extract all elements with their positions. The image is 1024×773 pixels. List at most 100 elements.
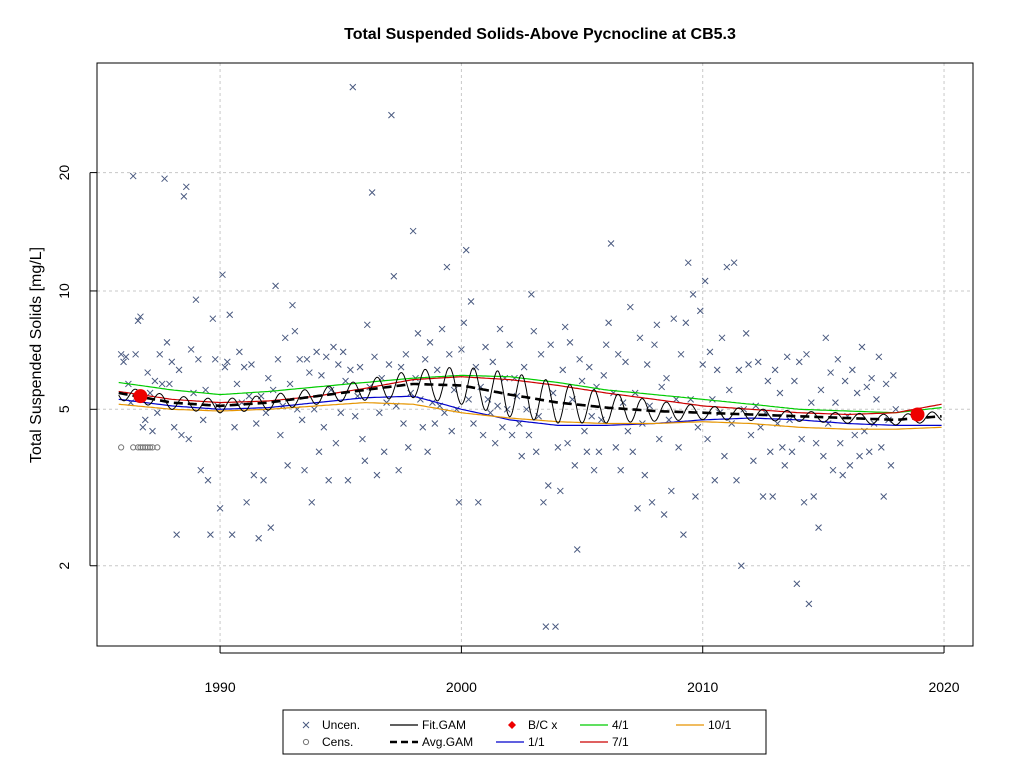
y-tick-label: 20: [56, 165, 72, 181]
uncensored-point: [873, 395, 880, 403]
uncensored-point: [236, 348, 243, 356]
uncensored-point: [380, 448, 388, 456]
uncensored-point: [250, 471, 258, 479]
uncensored-point: [530, 327, 538, 335]
uncensored-point: [185, 435, 193, 443]
uncensored-point: [795, 358, 803, 366]
uncensored-point: [754, 358, 762, 366]
uncensored-point: [262, 409, 270, 417]
uncensored-point: [798, 435, 806, 443]
uncensored-point: [634, 504, 641, 512]
uncensored-point: [663, 374, 670, 382]
uncensored-point: [523, 405, 530, 413]
uncensored-point: [745, 361, 752, 368]
x-tick-label: 2000: [446, 679, 477, 695]
uncensored-point: [846, 462, 854, 469]
uncensored-point: [373, 471, 381, 479]
uncensored-point: [243, 498, 250, 506]
uncensored-point: [339, 348, 347, 356]
uncensored-point: [320, 423, 328, 431]
uncensored-point: [462, 246, 470, 254]
legend-symbol-cens-: [302, 738, 310, 746]
uncensored-point: [414, 330, 422, 337]
uncensored-point: [834, 355, 842, 363]
uncensored-point: [667, 487, 675, 495]
uncensored-point: [581, 427, 588, 435]
uncensored-point: [433, 366, 441, 374]
uncensored-point: [375, 409, 383, 417]
censored-point: [154, 444, 161, 451]
uncensored-point: [180, 193, 188, 200]
uncensored-point: [274, 355, 282, 363]
uncensored-point: [146, 389, 154, 397]
uncensored-point: [363, 321, 371, 329]
uncensored-point: [197, 466, 205, 474]
uncensored-point: [465, 395, 472, 403]
uncensored-point: [783, 353, 791, 361]
uncensored-point: [351, 412, 359, 420]
legend-label-uncen-: Uncen.: [322, 718, 360, 732]
uncensored-point: [388, 111, 395, 119]
uncensored-point: [822, 334, 830, 342]
uncensored-point: [880, 493, 888, 500]
uncensored-point: [851, 431, 859, 439]
uncensored-point: [223, 358, 231, 366]
uncensored-point: [682, 319, 690, 327]
uncensored-point: [788, 448, 796, 456]
lines-layer: [118, 367, 942, 430]
uncensored-point: [129, 172, 137, 180]
uncensored-point: [612, 444, 620, 451]
uncensored-point: [600, 371, 608, 379]
uncensored-point: [448, 427, 456, 435]
uncensored-point: [221, 363, 229, 371]
uncensored-point: [791, 377, 798, 385]
uncensored-point: [605, 319, 612, 327]
uncensored-point: [728, 420, 736, 427]
uncensored-point: [877, 444, 885, 451]
uncensored-point: [848, 366, 856, 374]
uncensored-point: [713, 366, 721, 374]
uncensored-point: [303, 355, 311, 363]
points-layer: [117, 83, 900, 631]
uncensored-point: [269, 386, 277, 394]
uncensored-point: [371, 353, 378, 361]
uncensored-point: [776, 389, 784, 397]
uncensored-point: [122, 353, 130, 361]
uncensored-point: [308, 498, 316, 506]
uncensored-point: [680, 531, 687, 538]
uncensored-point: [139, 423, 147, 431]
uncensored-point: [675, 444, 682, 451]
uncensored-point: [689, 291, 697, 298]
uncensored-point: [771, 366, 779, 374]
y-tick-label: 5: [56, 405, 72, 413]
uncensored-point: [281, 334, 289, 342]
uncensored-point: [827, 369, 834, 376]
uncensored-point: [508, 431, 516, 439]
uncensored-point: [356, 363, 364, 371]
uncensored-point: [542, 623, 550, 631]
uncensored-point: [134, 317, 142, 325]
uncensored-point: [161, 175, 168, 183]
uncensored-point: [576, 355, 583, 363]
uncensored-point: [764, 377, 772, 385]
uncensored-point: [207, 531, 214, 538]
x-axis: 1990 2000 2010 2020: [204, 646, 960, 695]
uncensored-point: [540, 498, 547, 506]
uncensored-point: [853, 389, 861, 397]
uncensored-point: [284, 462, 291, 469]
uncensored-point: [684, 259, 692, 267]
uncensored-point: [226, 311, 234, 319]
uncensored-point: [424, 448, 431, 456]
uncensored-point: [694, 423, 702, 431]
uncensored-point: [800, 498, 808, 506]
uncensored-point: [334, 361, 342, 368]
uncensored-point: [677, 350, 685, 358]
uncensored-point: [359, 435, 366, 443]
uncensored-point: [805, 600, 813, 608]
uncensored-point: [120, 358, 127, 366]
uncensored-point: [815, 524, 822, 532]
uncensored-point: [361, 457, 369, 465]
uncensored-point: [718, 334, 726, 342]
uncensored-point: [561, 323, 569, 331]
uncensored-point: [291, 327, 299, 335]
